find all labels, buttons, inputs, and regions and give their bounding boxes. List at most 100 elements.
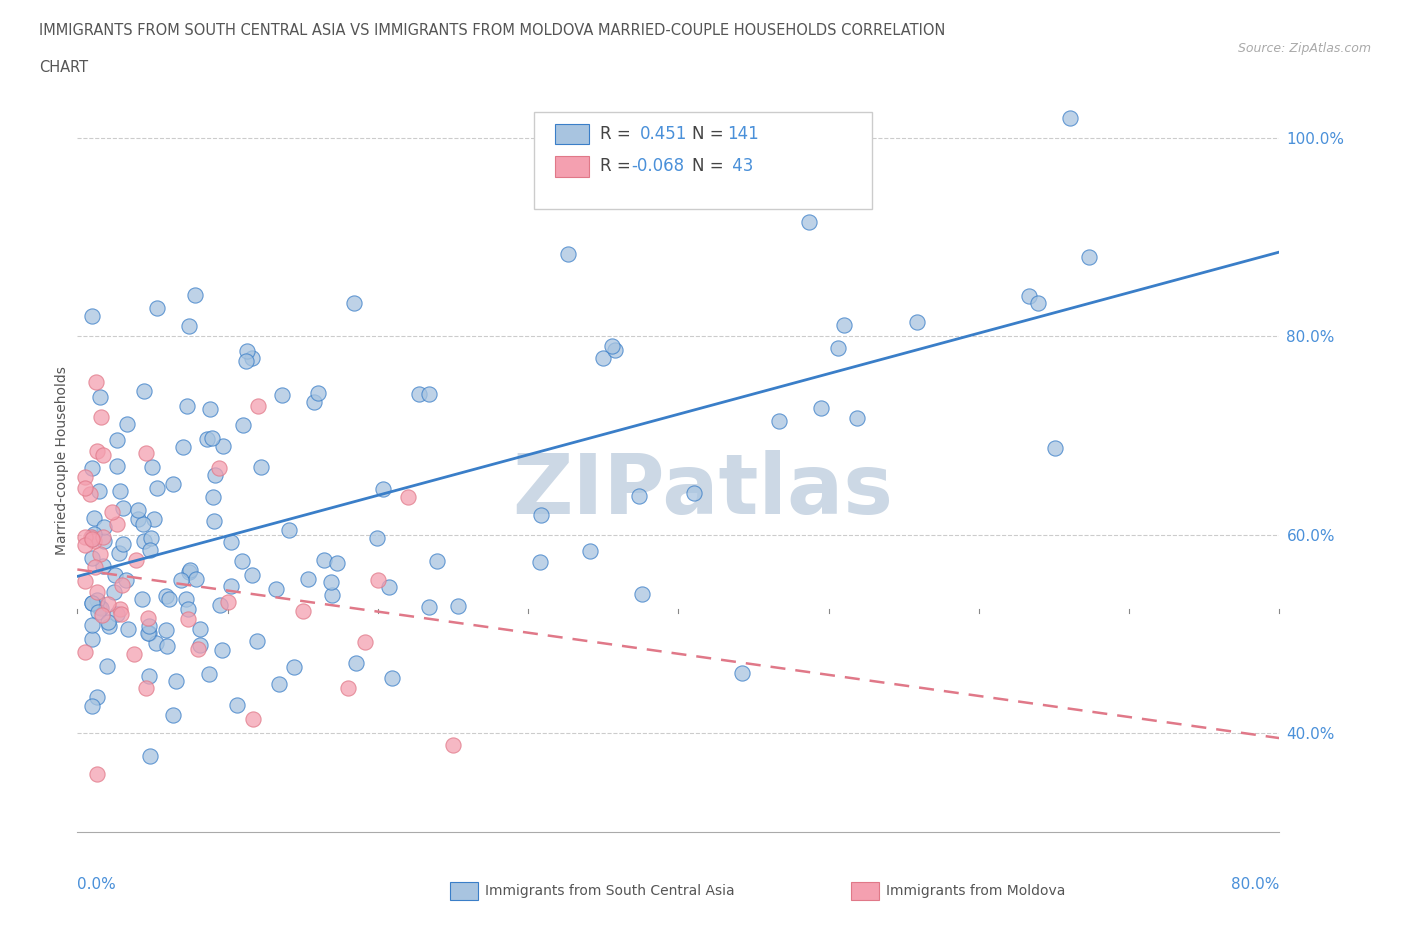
Point bbox=[79, 486, 101, 501]
Point bbox=[89, 547, 111, 562]
Point bbox=[1018, 288, 1040, 303]
Point bbox=[165, 673, 187, 688]
Point bbox=[184, 288, 207, 303]
Point bbox=[177, 602, 200, 617]
Point bbox=[186, 572, 208, 587]
Point bbox=[291, 604, 314, 618]
Point bbox=[127, 503, 149, 518]
Point bbox=[232, 418, 254, 432]
Text: Immigrants from Moldova: Immigrants from Moldova bbox=[886, 884, 1066, 898]
Point bbox=[200, 402, 222, 417]
Point bbox=[187, 642, 209, 657]
Point bbox=[111, 578, 134, 592]
Point bbox=[221, 535, 243, 550]
Point bbox=[105, 607, 128, 622]
Point bbox=[73, 481, 96, 496]
Point bbox=[73, 538, 96, 552]
Point bbox=[82, 698, 104, 713]
Point bbox=[162, 708, 184, 723]
Point bbox=[174, 591, 197, 606]
Point bbox=[346, 656, 368, 671]
Point bbox=[236, 343, 259, 358]
Point bbox=[250, 459, 273, 474]
Text: R =: R = bbox=[600, 125, 637, 143]
Point bbox=[267, 677, 290, 692]
Point bbox=[111, 500, 134, 515]
Point bbox=[90, 601, 112, 616]
Point bbox=[87, 599, 110, 614]
Point bbox=[105, 458, 128, 473]
Point bbox=[226, 698, 249, 712]
Point bbox=[82, 596, 104, 611]
Point bbox=[162, 476, 184, 491]
Point bbox=[768, 414, 790, 429]
Point bbox=[381, 671, 404, 685]
Point bbox=[73, 470, 96, 485]
Point bbox=[82, 595, 104, 610]
Point bbox=[600, 339, 623, 353]
Point bbox=[396, 489, 419, 504]
Point bbox=[138, 618, 160, 633]
Point bbox=[132, 384, 155, 399]
Text: CHART: CHART bbox=[39, 60, 89, 75]
Point bbox=[83, 533, 105, 548]
Point bbox=[114, 572, 136, 587]
Point bbox=[110, 484, 132, 498]
Y-axis label: Married-couple Households: Married-couple Households bbox=[55, 365, 69, 555]
Point bbox=[321, 588, 343, 603]
Point bbox=[198, 667, 221, 682]
Point bbox=[146, 481, 169, 496]
Point bbox=[277, 523, 299, 538]
Point bbox=[354, 634, 377, 649]
Point bbox=[1059, 111, 1081, 126]
Text: 43: 43 bbox=[727, 157, 754, 176]
Point bbox=[82, 551, 104, 565]
Point bbox=[80, 529, 103, 544]
Point bbox=[86, 444, 108, 458]
Point bbox=[131, 591, 153, 606]
Point bbox=[557, 247, 579, 262]
Point bbox=[86, 689, 108, 704]
Point bbox=[156, 639, 179, 654]
Point bbox=[139, 530, 162, 545]
Point bbox=[82, 460, 104, 475]
Point bbox=[529, 554, 551, 569]
Point bbox=[208, 460, 231, 475]
Point bbox=[846, 410, 869, 425]
Point bbox=[731, 666, 754, 681]
Point bbox=[90, 409, 112, 424]
Point bbox=[135, 681, 157, 696]
Text: 0.0%: 0.0% bbox=[77, 877, 117, 892]
Point bbox=[89, 484, 111, 498]
Point bbox=[84, 559, 107, 574]
Point bbox=[73, 529, 96, 544]
Point bbox=[136, 610, 159, 625]
Point bbox=[628, 488, 651, 503]
Point bbox=[86, 766, 108, 781]
Text: R =: R = bbox=[600, 157, 637, 176]
Point bbox=[418, 600, 440, 615]
Point bbox=[810, 401, 832, 416]
Point bbox=[117, 621, 139, 636]
Point bbox=[447, 598, 470, 613]
Point bbox=[107, 545, 129, 560]
Point bbox=[246, 399, 269, 414]
Point bbox=[1043, 440, 1066, 455]
Point bbox=[270, 388, 292, 403]
Point bbox=[83, 511, 105, 525]
Point bbox=[139, 543, 162, 558]
Point bbox=[343, 296, 366, 311]
Point bbox=[104, 567, 127, 582]
Point bbox=[82, 618, 104, 632]
Point bbox=[82, 530, 104, 545]
Point bbox=[157, 591, 180, 606]
Point bbox=[336, 681, 359, 696]
Text: N =: N = bbox=[692, 125, 728, 143]
Point bbox=[579, 543, 602, 558]
Point bbox=[138, 668, 160, 683]
Point bbox=[108, 602, 131, 617]
Point bbox=[264, 581, 287, 596]
Point bbox=[97, 597, 120, 612]
Point bbox=[179, 562, 201, 577]
Point bbox=[122, 647, 145, 662]
